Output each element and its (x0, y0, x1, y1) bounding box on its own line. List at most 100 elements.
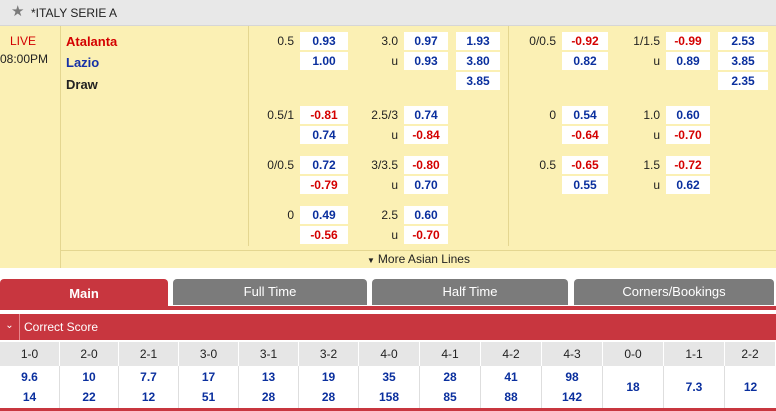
home-win-odds[interactable]: 98 (565, 370, 579, 384)
column-divider (508, 26, 509, 246)
alt-ft-ou-over-odds[interactable]: 0.60 (404, 206, 448, 224)
home-win-odds[interactable]: 17 (201, 370, 216, 384)
alt-ft-handicap-line: 0/0.5 (267, 158, 294, 172)
home-win-odds[interactable]: 35 (382, 370, 396, 384)
draw-score-odds[interactable]: 12 (743, 380, 758, 394)
tab-full-time[interactable]: Full Time (173, 279, 367, 305)
score-label: 2-1 (119, 342, 179, 366)
away-win-odds[interactable]: 14 (22, 390, 37, 404)
league-header[interactable]: ★ *ITALY SERIE A (0, 0, 776, 26)
ht-handicap-line: 0/0.5 (529, 34, 556, 48)
away-win-odds[interactable]: 85 (443, 390, 457, 404)
alt-ft-ou-under-label: u (391, 228, 398, 242)
alt-ft-handicap-home-odds[interactable]: -0.81 (300, 106, 348, 124)
ht-1x2-home-odds[interactable]: 2.53 (718, 32, 768, 50)
score-odds-cell: 35 158 (359, 366, 420, 411)
more-asian-lines-label: More Asian Lines (377, 252, 470, 266)
score-label: 4-1 (420, 342, 481, 366)
alt-ft-ou-over-odds[interactable]: 0.74 (404, 106, 448, 124)
alt-ft-ou-under-label: u (391, 128, 398, 142)
ht-1x2-draw-odds[interactable]: 2.35 (718, 72, 768, 90)
alt-ht-handicap-home-odds[interactable]: -0.65 (562, 156, 608, 174)
ft-handicap-line: 0.5 (277, 34, 294, 48)
away-win-odds[interactable]: 22 (82, 390, 96, 404)
alt-ht-ou-under-odds[interactable]: 0.62 (666, 176, 710, 194)
alt-ft-ou-over-odds[interactable]: -0.80 (404, 156, 448, 174)
ft-ou-over-odds[interactable]: 0.97 (404, 32, 448, 50)
live-status: LIVE (9, 34, 36, 48)
kickoff-time: 08:00PM (0, 52, 49, 66)
ft-handicap-home-odds[interactable]: 0.93 (300, 32, 348, 50)
tab-main[interactable]: Main (0, 279, 168, 310)
alt-ft-handicap-away-odds[interactable]: -0.56 (300, 226, 348, 244)
score-odds-cell: 17 51 (179, 366, 239, 411)
score-odds-cell: 7.7 12 (119, 366, 179, 411)
home-team[interactable]: Atalanta (66, 34, 118, 49)
alt-ht-handicap-away-odds[interactable]: -0.64 (562, 126, 608, 144)
score-label: 1-0 (0, 342, 60, 366)
alt-ft-ou-under-odds[interactable]: 0.70 (404, 176, 448, 194)
alt-ft-ou-line: 2.5/3 (371, 108, 398, 122)
score-label: 4-0 (359, 342, 420, 366)
ht-ou-under-odds[interactable]: 0.89 (666, 52, 710, 70)
alt-ht-ou-under-odds[interactable]: -0.70 (666, 126, 710, 144)
score-label: 0-0 (603, 342, 664, 366)
ht-handicap-home-odds[interactable]: -0.92 (562, 32, 608, 50)
draw-score-odds[interactable]: 18 (626, 380, 640, 394)
home-win-odds[interactable]: 13 (261, 370, 276, 384)
home-win-odds[interactable]: 41 (504, 370, 518, 384)
away-win-odds[interactable]: 142 (561, 390, 583, 404)
alt-ft-ou-under-odds[interactable]: -0.70 (404, 226, 448, 244)
tab-underline (0, 306, 776, 310)
alt-ht-handicap-home-odds[interactable]: 0.54 (562, 106, 608, 124)
alt-ft-handicap-home-odds[interactable]: 0.72 (300, 156, 348, 174)
alt-ft-handicap-away-odds[interactable]: -0.79 (300, 176, 348, 194)
home-win-odds[interactable]: 9.6 (21, 370, 38, 384)
tab-half-time[interactable]: Half Time (372, 279, 568, 305)
away-win-odds[interactable]: 28 (321, 390, 336, 404)
ht-handicap-away-odds[interactable]: 0.82 (562, 52, 608, 70)
alt-ft-ou-line: 3/3.5 (371, 158, 398, 172)
correct-score-header[interactable]: ⌄ Correct Score (0, 314, 776, 340)
score-odds-cell: 19 28 (299, 366, 359, 411)
match-block: LIVE 08:00PM Atalanta Lazio Draw 0.5 0.9… (0, 26, 776, 268)
home-win-odds[interactable]: 19 (321, 370, 336, 384)
away-win-odds[interactable]: 88 (504, 390, 518, 404)
ht-ou-over-odds[interactable]: -0.99 (666, 32, 710, 50)
score-odds-cell: 12 (725, 366, 776, 411)
more-asian-lines-link[interactable]: ▼ More Asian Lines (61, 250, 776, 268)
alt-ft-ou-line: 2.5 (381, 208, 398, 222)
tab-corners-bookings[interactable]: Corners/Bookings (574, 279, 774, 305)
ft-1x2-home-odds[interactable]: 1.93 (456, 32, 500, 50)
star-icon[interactable]: ★ (11, 3, 25, 20)
home-win-odds[interactable]: 28 (443, 370, 457, 384)
ft-1x2-draw-odds[interactable]: 3.85 (456, 72, 500, 90)
league-name: *ITALY SERIE A (31, 6, 118, 20)
away-win-odds[interactable]: 12 (141, 390, 156, 404)
away-win-odds[interactable]: 28 (261, 390, 276, 404)
ht-1x2-away-odds[interactable]: 3.85 (718, 52, 768, 70)
ft-ou-under-odds[interactable]: 0.93 (404, 52, 448, 70)
ft-handicap-away-odds[interactable]: 1.00 (300, 52, 348, 70)
score-odds-cell: 10 22 (60, 366, 119, 411)
away-team[interactable]: Lazio (66, 55, 100, 70)
alt-ht-ou-over-odds[interactable]: 0.60 (666, 106, 710, 124)
ht-ou-under-label: u (653, 54, 660, 68)
away-win-odds[interactable]: 158 (378, 390, 400, 404)
alt-ht-handicap-away-odds[interactable]: 0.55 (562, 176, 608, 194)
home-win-odds[interactable]: 7.7 (140, 370, 157, 384)
home-win-odds[interactable]: 10 (82, 370, 96, 384)
draw-score-odds[interactable]: 7.3 (685, 380, 703, 394)
alt-ft-handicap-away-odds[interactable]: 0.74 (300, 126, 348, 144)
score-label: 3-0 (179, 342, 239, 366)
away-win-odds[interactable]: 51 (201, 390, 216, 404)
correct-score-grid: 1-0 2-0 2-1 3-0 3-1 3-2 4-0 4-1 4-2 4-3 … (0, 342, 776, 411)
chevron-down-icon[interactable]: ⌄ (0, 314, 20, 340)
alt-ht-ou-line: 1.5 (643, 158, 660, 172)
ft-1x2-away-odds[interactable]: 3.80 (456, 52, 500, 70)
score-odds-cell: 18 (603, 366, 664, 411)
alt-ft-handicap-home-odds[interactable]: 0.49 (300, 206, 348, 224)
section-bottom-border (0, 408, 776, 411)
alt-ht-ou-over-odds[interactable]: -0.72 (666, 156, 710, 174)
alt-ft-ou-under-odds[interactable]: -0.84 (404, 126, 448, 144)
